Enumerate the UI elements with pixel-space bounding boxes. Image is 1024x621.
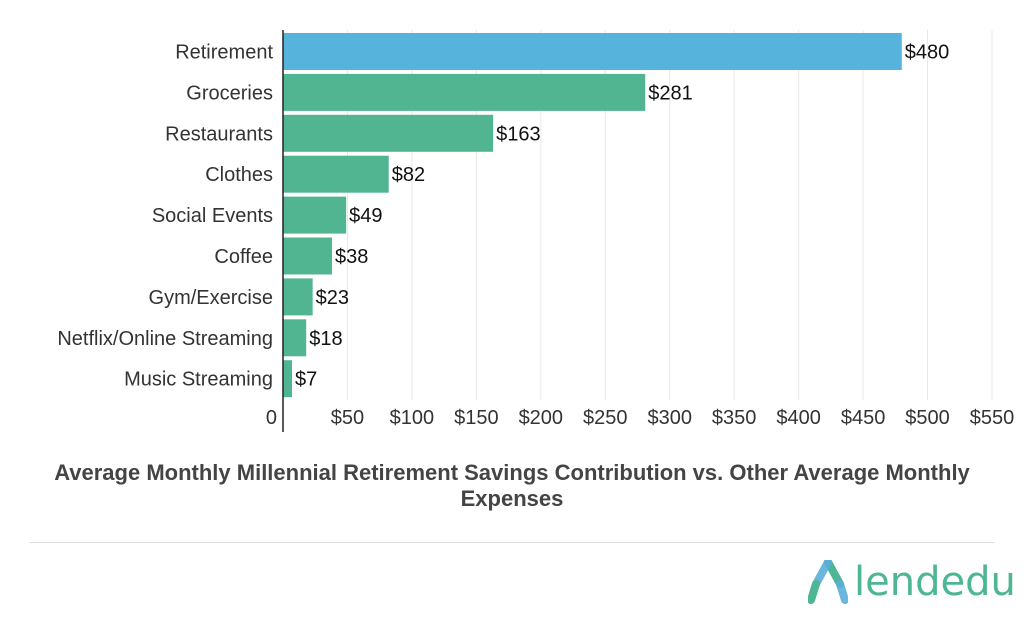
x-tick-label: $450 xyxy=(841,407,886,429)
data-label: $163 xyxy=(496,123,541,145)
category-label: Gym/Exercise xyxy=(149,287,273,309)
bar xyxy=(283,114,494,152)
category-label: Groceries xyxy=(186,82,273,104)
x-tick-label: 0 xyxy=(266,407,277,429)
lendedu-logo: lendedu xyxy=(808,558,1016,608)
x-tick-label: $100 xyxy=(390,407,435,429)
category-label: Clothes xyxy=(205,164,273,186)
data-label: $23 xyxy=(316,287,349,309)
data-label: $18 xyxy=(309,328,342,350)
data-label: $480 xyxy=(905,42,950,64)
category-label: Music Streaming xyxy=(124,369,273,391)
bar xyxy=(283,33,902,70)
x-tick-label: $150 xyxy=(454,407,499,429)
category-label: Social Events xyxy=(152,205,273,227)
bar-chart: Retirement Groceries Restaurants Clothes Soc… xyxy=(57,30,1014,432)
data-label: $49 xyxy=(349,205,382,227)
data-label: $82 xyxy=(392,164,425,186)
x-tick-labels: 0 $50 $100 $150 $200 $250 $300 $350 $400 $450 $500… xyxy=(266,407,1014,429)
lendedu-logo-text: lendedu xyxy=(854,559,1016,605)
bars xyxy=(283,33,902,398)
divider xyxy=(30,542,994,543)
category-label: Restaurants xyxy=(165,123,273,145)
category-labels: Retirement Groceries Restaurants Clothes Soc… xyxy=(57,42,273,391)
x-tick-label: $350 xyxy=(712,407,757,429)
bar xyxy=(283,237,332,275)
x-tick-label: $300 xyxy=(647,407,692,429)
category-label: Coffee xyxy=(214,246,273,268)
x-tick-label: $250 xyxy=(583,407,628,429)
category-label: Netflix/Online Streaming xyxy=(57,328,273,350)
data-label: $7 xyxy=(295,369,317,391)
bar xyxy=(283,73,646,111)
data-label: $281 xyxy=(648,82,693,104)
data-labels: $480 $281 $163 $82 $49 $38 $23 $18 $7 xyxy=(295,42,949,391)
bar xyxy=(283,196,347,234)
lendedu-logo-icon xyxy=(808,560,848,604)
chart-title: Average Monthly Millennial Retirement Sa… xyxy=(54,460,970,511)
bar xyxy=(283,155,389,193)
bar xyxy=(283,278,313,316)
x-tick-label: $400 xyxy=(776,407,821,429)
category-label: Retirement xyxy=(175,42,273,64)
x-tick-label: $500 xyxy=(905,407,950,429)
data-label: $38 xyxy=(335,246,368,268)
bar xyxy=(283,360,293,398)
x-tick-label: $550 xyxy=(970,407,1015,429)
x-tick-label: $50 xyxy=(331,407,364,429)
x-tick-label: $200 xyxy=(519,407,564,429)
bar xyxy=(283,319,307,357)
